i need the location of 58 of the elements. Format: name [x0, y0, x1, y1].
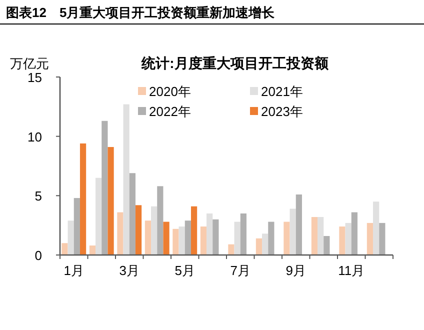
bar	[190, 206, 198, 255]
bar	[117, 212, 124, 255]
y-tick-label: 0	[34, 248, 42, 263]
bar	[172, 228, 179, 255]
legend-label: 2020年	[149, 84, 191, 99]
y-tick-label: 15	[28, 70, 42, 85]
bar	[157, 186, 164, 255]
bar	[184, 220, 191, 255]
x-tick-label: 9月	[286, 263, 306, 278]
bar	[62, 243, 68, 255]
bar	[318, 217, 324, 255]
bar	[89, 246, 96, 255]
bar	[324, 236, 330, 255]
bar	[80, 143, 86, 255]
bar	[268, 222, 274, 255]
bar	[262, 234, 268, 255]
bar	[228, 244, 234, 255]
chart-title: 图表12 5月重大项目开工投资额重新加速增长	[6, 5, 276, 20]
bar	[284, 222, 290, 255]
x-tick-label: 3月	[119, 263, 140, 278]
chart-subtitle: 统计:月度重大项目开工投资额	[140, 55, 330, 71]
bar	[240, 213, 246, 255]
bar	[123, 104, 130, 255]
bar	[311, 217, 318, 255]
legend-label: 2022年	[149, 104, 191, 119]
x-tick-label: 11月	[338, 263, 365, 278]
bar	[212, 219, 219, 255]
bar	[151, 206, 158, 255]
legend-label: 2021年	[261, 84, 303, 99]
bar	[366, 222, 374, 255]
bar	[373, 202, 380, 255]
bar	[144, 220, 152, 255]
bar	[339, 226, 346, 255]
bar	[163, 222, 170, 255]
bar	[102, 120, 108, 255]
bar	[206, 213, 213, 255]
bar	[68, 220, 74, 255]
bar	[290, 208, 296, 255]
bar	[74, 198, 80, 255]
bar	[234, 222, 240, 255]
bar	[256, 238, 262, 255]
y-tick-label: 5	[34, 188, 42, 204]
bar	[129, 173, 136, 255]
bar	[379, 222, 386, 255]
legend-label: 2023年	[261, 104, 303, 119]
x-tick-label: 7月	[230, 263, 250, 278]
bar	[345, 222, 352, 255]
bar	[296, 194, 302, 255]
bar	[108, 147, 114, 255]
bar	[96, 178, 102, 255]
bar	[178, 226, 185, 255]
x-tick-label: 1月	[64, 263, 84, 278]
bar	[351, 212, 358, 255]
x-tick-label: 5月	[174, 263, 195, 278]
y-tick-label: 10	[28, 129, 42, 144]
bar	[135, 205, 142, 255]
bar	[200, 226, 207, 255]
y-axis-title: 万亿元	[10, 56, 49, 71]
